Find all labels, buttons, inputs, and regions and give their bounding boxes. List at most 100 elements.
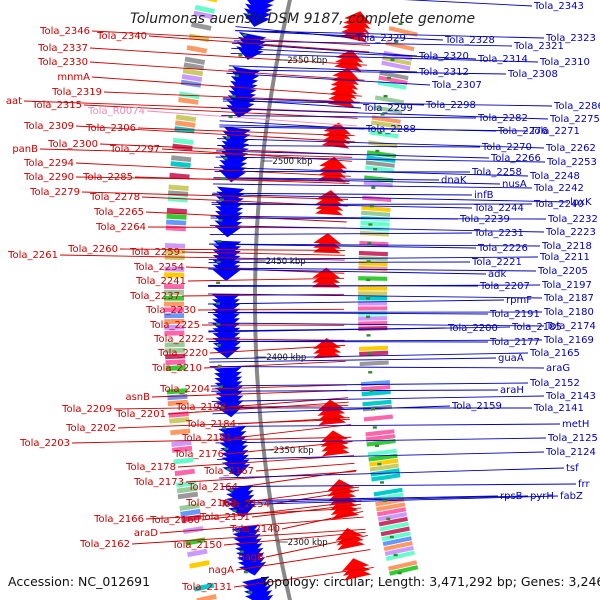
forward-cog-stripe	[174, 120, 196, 128]
forward-strand-gene	[226, 489, 254, 504]
position-tick	[386, 517, 391, 521]
position-tick	[366, 297, 371, 300]
gene-label-right: Tola_2307	[431, 80, 482, 91]
gene-label-right: Tola_2276	[497, 126, 548, 137]
gene-label-left: Tola_2131	[181, 582, 232, 593]
label-leader-lines	[23, 0, 577, 588]
leader-line	[223, 100, 553, 107]
leader-line	[113, 405, 349, 410]
gene-label-right: Tola_2207	[479, 281, 530, 292]
position-tick	[246, 13, 251, 16]
reverse-cog-stripe	[369, 463, 400, 472]
reverse-strand-gene	[321, 136, 350, 149]
position-tick	[229, 488, 234, 492]
gene-label-right: adk	[488, 269, 506, 280]
reverse-cog-stripe	[358, 296, 388, 301]
gene-label-right: Tola_2226	[477, 243, 528, 254]
gene-label-left: Tola_2300	[47, 139, 98, 150]
gene-label-left: nagB	[238, 552, 264, 563]
leader-line	[217, 138, 545, 149]
leader-line	[221, 483, 577, 488]
gene-label-right: Tola_2299	[362, 103, 413, 114]
forward-strand-gene	[230, 75, 259, 90]
leader-line	[187, 277, 345, 282]
kbp-label: 2300 kbp	[288, 538, 328, 548]
gene-label-left: Tola_2254	[133, 262, 184, 273]
gene-label-left: Tola_2259	[129, 247, 180, 258]
gene-label-left: Tola_2278	[89, 192, 140, 203]
leader-line	[219, 467, 565, 479]
reverse-cog-stripe	[358, 345, 389, 352]
gene-label-left: Tola_2297	[109, 144, 160, 155]
reverse-cog-stripe	[376, 507, 407, 517]
gene-label-right: Tola_2244	[473, 203, 524, 214]
gene-label-left: Tola_2260	[67, 244, 118, 255]
gene-label-right: Tola_2125	[547, 433, 598, 444]
reverse-cog-stripe	[368, 140, 398, 149]
gene-label-left: Tola_2151	[199, 512, 250, 523]
gene-label-right: pyrH	[530, 491, 554, 502]
leader-line	[205, 338, 345, 341]
reverse-cog-stripe	[379, 70, 409, 81]
position-tick	[383, 94, 388, 98]
leader-line	[208, 267, 537, 272]
leader-line	[208, 326, 511, 333]
gene-label-right: Tola_2174	[545, 321, 596, 332]
forward-strand-gene	[220, 145, 249, 159]
position-tick	[380, 113, 385, 116]
reverse-cog-stripe	[361, 210, 391, 217]
gene-label-right: Tola_2152	[529, 378, 580, 389]
gene-label-left: Tola_2330	[37, 57, 88, 68]
position-tick	[390, 58, 395, 62]
forward-strand-gene	[231, 71, 260, 85]
forward-cog-stripe	[164, 248, 185, 255]
forward-cog-stripe	[164, 284, 185, 290]
leader-line	[228, 65, 418, 73]
leader-line	[75, 162, 351, 177]
position-tick	[216, 302, 221, 305]
gene-label-left: Tola_2261	[7, 250, 58, 261]
gene-label-right: Tola_2165	[529, 348, 580, 359]
leader-line	[131, 528, 366, 545]
gene-label-right: lpxK	[570, 197, 592, 208]
leader-line	[212, 405, 451, 415]
gene-label-right: Tola_2286	[553, 101, 600, 112]
leader-line	[233, 424, 351, 439]
gene-label-left: Tola_2309	[23, 121, 74, 132]
gene-label-left: Tola_2176	[173, 449, 224, 460]
leader-line	[221, 114, 477, 119]
kbp-label: 2500 kbp	[272, 157, 312, 167]
leader-line	[255, 462, 355, 472]
leader-line	[208, 284, 541, 287]
gene-label-right: Tola_2329	[355, 33, 406, 44]
reverse-cog-stripe	[380, 526, 410, 537]
gene-label-left: mnmA	[57, 72, 90, 83]
gene-label-right: Tola_2288	[365, 124, 416, 135]
gene-label-left: Tola_2294	[23, 158, 74, 169]
forward-strand-gene	[228, 504, 256, 518]
forward-cog-stripe	[164, 266, 185, 272]
forward-cog-stripe	[165, 225, 186, 232]
forward-cog-stripe	[188, 33, 210, 43]
position-tick	[218, 219, 223, 222]
forward-cog-stripe	[180, 508, 201, 517]
position-tick	[372, 426, 377, 429]
reverse-cog-stripe	[387, 560, 418, 571]
position-tick	[380, 481, 385, 484]
leader-line	[223, 495, 499, 502]
gene-label-right: Tola_2298	[425, 100, 476, 111]
reverse-cog-stripe	[381, 60, 411, 71]
gene-label-right: fabZ	[560, 491, 583, 502]
reverse-cog-stripe	[366, 150, 397, 159]
position-tick	[236, 530, 241, 533]
forward-cog-stripe	[166, 213, 187, 220]
position-tick	[216, 260, 221, 264]
gene-label-left: Tola_2319	[51, 87, 102, 98]
leader-line	[208, 268, 487, 275]
gene-label-right: Tola_2310	[539, 57, 590, 68]
forward-cog-stripe	[171, 440, 192, 447]
gene-label-left: Tola_2279	[29, 187, 80, 198]
position-tick	[226, 468, 231, 471]
reverse-cog-stripe	[369, 130, 399, 139]
